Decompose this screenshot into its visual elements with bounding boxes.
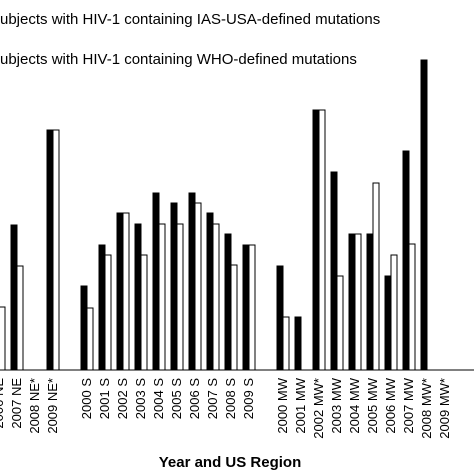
x-tick-label: 2001 S <box>97 378 112 420</box>
bar <box>366 233 374 371</box>
x-tick-label: 2004 S <box>151 378 166 420</box>
bar <box>194 202 202 371</box>
bar <box>276 265 284 371</box>
x-tick-label: 2004 MW <box>347 377 362 433</box>
bar <box>188 192 196 371</box>
legend-label: ubjects with HIV-1 containing IAS-USA-de… <box>0 11 380 28</box>
bar <box>52 129 60 371</box>
bar <box>140 254 148 371</box>
bar <box>420 59 428 371</box>
bar <box>46 129 54 371</box>
x-tick-label: 2003 MW <box>329 377 344 433</box>
x-tick-label: 2007 NE <box>9 378 24 429</box>
bar <box>354 233 362 371</box>
x-tick-label: 2009 MW* <box>437 378 452 439</box>
bar <box>348 233 356 371</box>
bar <box>294 316 302 371</box>
bar <box>402 150 410 371</box>
bar <box>384 275 392 371</box>
x-tick-label: 2000 MW <box>275 377 290 433</box>
x-tick-label: 2009 S <box>241 378 256 420</box>
bar <box>242 244 250 371</box>
bar <box>390 254 398 371</box>
bar <box>282 316 290 371</box>
bar <box>170 202 178 371</box>
x-tick-label: 2003 S <box>133 378 148 420</box>
x-tick-label: 2005 MW <box>365 377 380 433</box>
x-tick-label: 2008 S <box>223 378 238 420</box>
bar <box>152 192 160 371</box>
bar <box>248 244 256 371</box>
bar <box>98 244 106 371</box>
bar <box>134 223 142 371</box>
bar <box>336 275 344 371</box>
bar <box>224 233 232 371</box>
x-tick-label: 2009 NE* <box>45 378 60 434</box>
x-tick-label: 2006 S <box>187 378 202 420</box>
x-tick-label: 2000 S <box>79 378 94 420</box>
legend-label: ubjects with HIV-1 containing WHO-define… <box>0 51 357 68</box>
bar <box>318 109 326 371</box>
bar <box>16 265 24 371</box>
bar <box>80 285 88 371</box>
bar <box>372 182 380 371</box>
x-tick-label: 2001 MW <box>293 377 308 433</box>
x-tick-label: 2002 S <box>115 378 130 420</box>
bar <box>116 212 124 371</box>
bar <box>312 109 320 371</box>
bar <box>330 171 338 371</box>
bar <box>158 223 166 371</box>
x-tick-label: 2007 MW <box>401 377 416 433</box>
bar <box>104 254 112 371</box>
bar <box>230 264 238 371</box>
bar <box>122 212 130 371</box>
x-tick-label: 2006 MW <box>383 377 398 433</box>
bar <box>176 223 184 371</box>
x-tick-label: 2005 S <box>169 378 184 420</box>
x-axis-label: Year and US Region <box>159 454 302 471</box>
bar <box>0 306 6 371</box>
bar <box>212 223 220 371</box>
x-tick-label: 2008 NE* <box>27 378 42 434</box>
x-tick-label: 2002 MW* <box>311 378 326 439</box>
bar <box>206 212 214 371</box>
x-tick-label: 2007 S <box>205 378 220 420</box>
x-tick-label: 2006 NE <box>0 378 6 429</box>
x-tick-label: 2008 MW* <box>419 378 434 439</box>
bar <box>86 307 94 371</box>
bar <box>10 224 18 371</box>
bar <box>408 243 416 371</box>
